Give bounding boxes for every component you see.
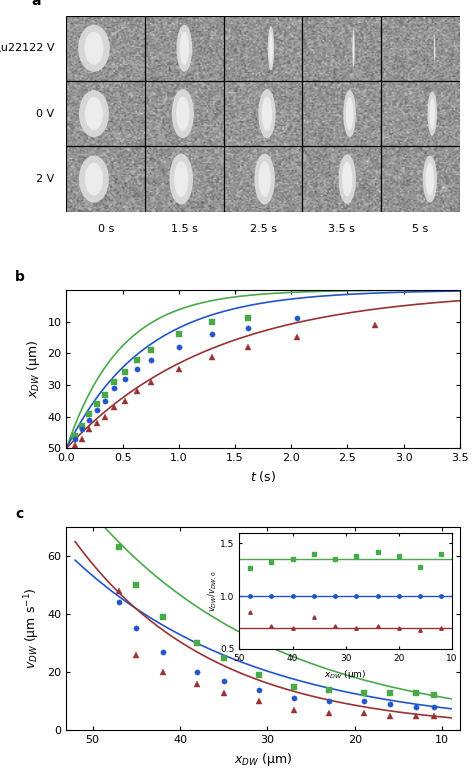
Bar (66, 81, 145, 146)
Bar (381, 16, 460, 81)
Ellipse shape (79, 155, 109, 203)
Text: a: a (31, 0, 40, 8)
Ellipse shape (172, 89, 194, 138)
Y-axis label: $x_{DW}$ (μm): $x_{DW}$ (μm) (25, 340, 42, 399)
Bar (145, 16, 224, 81)
Ellipse shape (85, 162, 103, 196)
Text: 1.5 s: 1.5 s (171, 224, 198, 234)
Ellipse shape (174, 161, 188, 197)
Bar (302, 146, 381, 212)
Y-axis label: $v_{DW}$ (μm s$^{-1}$): $v_{DW}$ (μm s$^{-1}$) (22, 587, 42, 670)
Text: 0 s: 0 s (98, 224, 114, 234)
Ellipse shape (176, 96, 190, 131)
Ellipse shape (258, 161, 271, 197)
Bar (224, 81, 302, 146)
Bar (224, 16, 302, 81)
Ellipse shape (169, 154, 193, 204)
Ellipse shape (78, 25, 109, 71)
Ellipse shape (346, 97, 354, 130)
Ellipse shape (342, 162, 353, 197)
Ellipse shape (79, 90, 109, 138)
Ellipse shape (338, 154, 356, 204)
Bar (66, 16, 145, 81)
Ellipse shape (426, 162, 434, 196)
Bar (66, 146, 145, 212)
X-axis label: $t$ (s): $t$ (s) (250, 469, 276, 484)
Bar (145, 81, 224, 146)
Text: b: b (15, 270, 25, 284)
Ellipse shape (85, 97, 103, 130)
Ellipse shape (434, 32, 435, 64)
Text: \u22122 V: \u22122 V (0, 44, 55, 54)
Ellipse shape (429, 98, 435, 129)
Ellipse shape (428, 92, 437, 136)
Text: 5 s: 5 s (412, 224, 428, 234)
Text: 2 V: 2 V (36, 174, 55, 184)
Ellipse shape (180, 32, 189, 64)
Bar (224, 146, 302, 212)
Text: 0 V: 0 V (36, 109, 55, 119)
Bar (381, 81, 460, 146)
Ellipse shape (176, 25, 192, 71)
Bar (302, 16, 381, 81)
Ellipse shape (255, 154, 275, 204)
Bar (381, 146, 460, 212)
Ellipse shape (268, 26, 274, 71)
Ellipse shape (269, 33, 273, 64)
Ellipse shape (258, 89, 276, 138)
Ellipse shape (84, 32, 103, 64)
Bar (145, 146, 224, 212)
Ellipse shape (262, 96, 272, 131)
Text: 2.5 s: 2.5 s (250, 224, 276, 234)
Text: c: c (15, 507, 24, 521)
Ellipse shape (353, 34, 354, 62)
Ellipse shape (343, 90, 356, 138)
X-axis label: $x_{DW}$ (μm): $x_{DW}$ (μm) (234, 751, 292, 768)
Text: 3.5 s: 3.5 s (328, 224, 355, 234)
Ellipse shape (352, 29, 355, 68)
Ellipse shape (434, 37, 435, 60)
Ellipse shape (423, 155, 437, 203)
Bar (302, 81, 381, 146)
